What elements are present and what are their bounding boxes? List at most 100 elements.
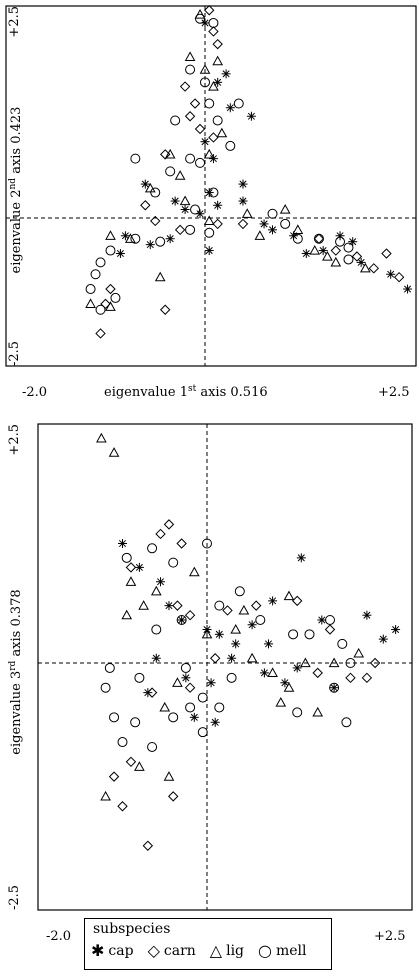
point-carn — [155, 528, 166, 540]
point-mell — [130, 233, 141, 244]
point-mell — [121, 552, 132, 563]
point-mell — [109, 712, 120, 723]
point-lig — [125, 576, 137, 586]
point-carn — [250, 600, 262, 611]
point-cap — [165, 234, 175, 244]
point-cap — [259, 219, 269, 229]
point-cap — [206, 678, 216, 688]
point-mell — [304, 629, 315, 640]
point-lig — [241, 208, 253, 218]
point-cap — [213, 200, 223, 210]
x-tick-left-2: -2.0 — [46, 929, 71, 944]
point-mell — [180, 662, 191, 673]
point-lig — [275, 696, 287, 707]
x-tick-right-1: +2.5 — [378, 385, 410, 400]
point-carn — [222, 605, 233, 616]
y-axis-label-2: eigenvalue 3rd axis 0.378 — [8, 589, 24, 754]
x-axis-label-1: eigenvalue 1st axis 0.516 — [104, 384, 268, 400]
point-lig — [201, 628, 213, 639]
point-lig — [134, 761, 145, 771]
x-tick-right-2: +2.5 — [374, 929, 406, 944]
point-lig — [322, 250, 333, 261]
point-mell — [208, 187, 219, 198]
point-mell — [233, 98, 244, 109]
point-mell — [337, 638, 348, 649]
point-lig — [121, 609, 133, 620]
point-cap — [246, 111, 256, 121]
point-mell — [176, 614, 187, 625]
point-cap — [318, 246, 328, 256]
point-lig — [212, 55, 224, 66]
point-carn — [142, 840, 154, 851]
point-cap — [170, 196, 180, 206]
point-cap — [145, 240, 155, 250]
point-carn — [125, 756, 137, 768]
point-cap — [356, 257, 366, 267]
point-lig — [300, 657, 311, 668]
point-mell — [345, 658, 356, 668]
point-mell — [185, 64, 196, 75]
point-mell — [130, 153, 141, 164]
point-mell — [325, 614, 335, 625]
point-mell — [95, 304, 106, 315]
point-carn — [291, 595, 303, 607]
point-lig — [96, 432, 107, 443]
y-axis-label-1: eigenvalue 2nd axis 0.423 — [8, 107, 24, 274]
point-carn — [393, 271, 405, 283]
point-carn — [368, 263, 380, 274]
point-lig — [309, 245, 321, 255]
point-lig — [164, 148, 176, 159]
point-mell — [204, 98, 215, 109]
legend-label-lig: lig — [226, 943, 245, 959]
point-carn — [189, 98, 201, 109]
legend: subspecies ✱ cap ◇ carn △ lig ○ mell — [84, 918, 332, 970]
point-mell — [195, 157, 206, 168]
point-lig — [216, 127, 228, 138]
point-lig — [179, 195, 191, 206]
plot-panel-1: +2.5 -2.5 eigenvalue 2nd axis 0.423 -2.0… — [5, 5, 417, 400]
point-carn — [209, 653, 221, 664]
point-cap — [180, 205, 190, 215]
point-cap — [391, 625, 401, 635]
point-carn — [204, 5, 215, 16]
point-cap — [301, 249, 311, 259]
point-carn — [108, 771, 120, 782]
point-mell — [255, 614, 266, 625]
point-carn — [100, 298, 111, 310]
y-axis-label-1-a: eigenvalue 2 — [9, 190, 24, 274]
y-axis-label-1-sup: nd — [8, 178, 18, 190]
triangle-icon: △ — [209, 941, 223, 960]
point-carn — [159, 304, 171, 315]
point-carn — [184, 682, 196, 693]
y-tick-top-2: +2.5 — [7, 424, 22, 456]
point-carn — [369, 657, 381, 669]
point-lig — [163, 771, 175, 781]
point-mell — [292, 707, 303, 718]
point-cap — [204, 246, 214, 256]
legend-title: subspecies — [93, 921, 171, 937]
point-lig — [238, 604, 250, 615]
point-cap — [225, 103, 235, 113]
legend-label-carn: carn — [163, 943, 196, 959]
point-carn — [184, 609, 196, 621]
point-carn — [163, 519, 175, 530]
point-mell — [288, 629, 299, 640]
point-cap — [200, 137, 210, 147]
point-lig — [246, 652, 258, 663]
point-lig — [85, 298, 96, 308]
y-axis-label-1-b: axis 0.423 — [9, 107, 24, 178]
point-mell — [335, 236, 346, 247]
plot-panel-2: +2.5 -2.5 eigenvalue 3rd axis 0.378 -2.0… — [7, 423, 413, 944]
point-cap — [259, 668, 269, 678]
x-tick-left-1: -2.0 — [22, 385, 47, 400]
point-mell — [195, 13, 206, 24]
point-mell — [165, 166, 176, 177]
point-carn — [184, 111, 196, 122]
plot-frame-2 — [37, 423, 413, 911]
point-carn — [95, 328, 106, 339]
point-cap — [118, 539, 127, 548]
point-carn — [330, 245, 342, 256]
point-lig — [188, 566, 200, 577]
point-cap — [120, 231, 130, 241]
point-mell — [147, 741, 158, 752]
